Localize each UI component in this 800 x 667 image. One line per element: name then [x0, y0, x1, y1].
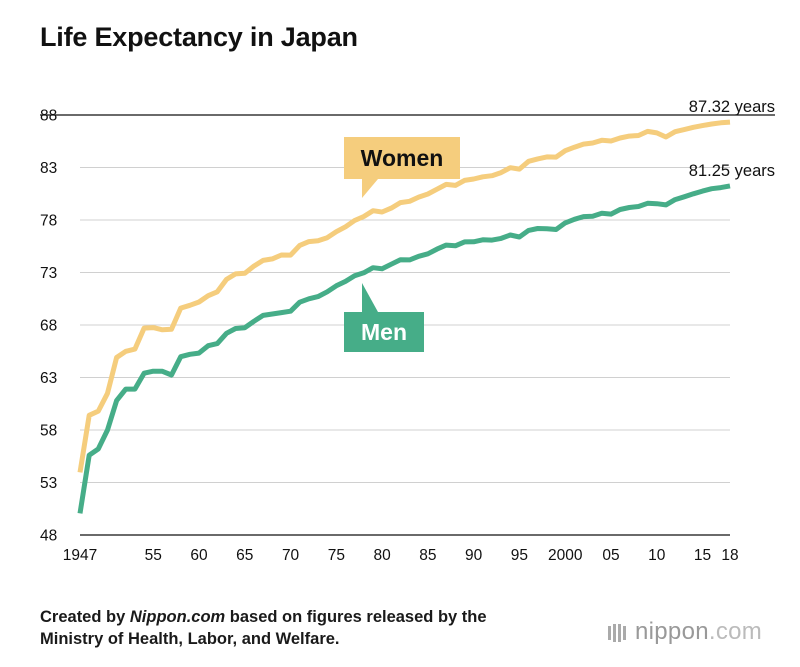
- y-tick-label: 88: [40, 108, 57, 125]
- series-line-men: [77, 183, 731, 514]
- callout-women: Women: [344, 137, 460, 198]
- series-callouts: Women Men: [344, 137, 460, 352]
- source-rest: based on figures released by the: [225, 608, 487, 626]
- callout-men: Men: [344, 283, 424, 352]
- source-note: Created by Nippon.com based on figures r…: [40, 606, 487, 650]
- y-tick-label: 83: [40, 160, 57, 177]
- nippon-logo: nippon .com: [608, 618, 762, 646]
- x-tick-label: 05: [602, 547, 619, 564]
- life-expectancy-chart: 48 53 58 63 68 73 78 83 88 1947 55 60 65 70 75 80 85 90 9…: [40, 98, 775, 564]
- logo-suffix: .com: [708, 618, 763, 645]
- y-tick-label: 73: [40, 265, 57, 282]
- series-lines: [77, 119, 731, 514]
- x-tick-label: 85: [419, 547, 436, 564]
- chart-title: Life Expectancy in Japan: [40, 22, 358, 52]
- x-tick-label: 55: [145, 547, 162, 564]
- end-labels: 87.32 years 81.25 years: [689, 98, 775, 180]
- x-tick-label: 1947: [63, 547, 97, 564]
- x-tick-label: 80: [373, 547, 391, 564]
- y-tick-label: 58: [40, 423, 57, 440]
- series-name-women: Women: [361, 145, 444, 171]
- logo-text: nippon: [635, 618, 709, 645]
- x-tick-label: 18: [721, 547, 738, 564]
- y-tick-label: 48: [40, 528, 57, 545]
- end-label-women: 87.32 years: [689, 98, 775, 116]
- callout-pointer: [362, 283, 378, 312]
- x-axis-labels: 1947 55 60 65 70 75 80 85 90 95 2000 05 10 15 18: [63, 547, 739, 564]
- x-tick-label: 10: [648, 547, 666, 564]
- callout-pointer: [362, 179, 378, 198]
- x-tick-label: 70: [282, 547, 300, 564]
- x-tick-label: 65: [236, 547, 253, 564]
- series-name-men: Men: [361, 319, 407, 345]
- y-tick-label: 63: [40, 370, 57, 387]
- callout-box: [344, 312, 424, 352]
- x-tick-label: 95: [511, 547, 528, 564]
- y-tick-label: 68: [40, 318, 57, 335]
- y-tick-label: 78: [40, 213, 57, 230]
- y-tick-label: 53: [40, 475, 57, 492]
- source-prefix: Created by: [40, 608, 130, 626]
- x-tick-label: 2000: [548, 547, 583, 564]
- y-axis-labels: 48 53 58 63 68 73 78 83 88: [40, 108, 57, 545]
- callout-box: [344, 137, 460, 179]
- grid-layer: [40, 114, 775, 536]
- series-line-women: [77, 119, 731, 473]
- source-name: Nippon.com: [129, 608, 226, 626]
- end-label-men: 81.25 years: [689, 162, 775, 180]
- logo-mark-icon: [608, 618, 628, 646]
- source-line2: Ministry of Health, Labor, and Welfare.: [40, 630, 340, 648]
- x-tick-label: 60: [190, 547, 208, 564]
- x-tick-label: 15: [694, 547, 711, 564]
- x-tick-label: 90: [465, 547, 483, 564]
- x-tick-label: 75: [328, 547, 345, 564]
